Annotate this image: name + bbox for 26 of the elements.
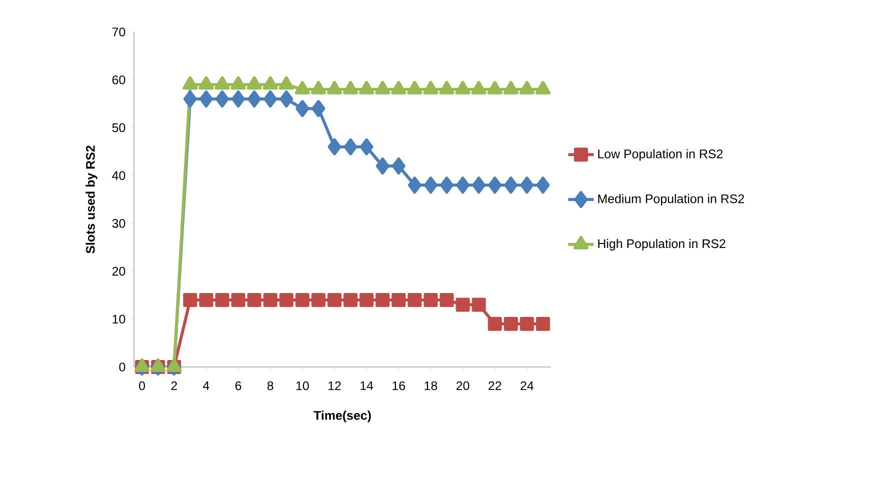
x-tick-label: 4 (202, 381, 210, 390)
y-tick-label: 10 (112, 314, 126, 324)
legend-label: Low Population in RS2 (598, 149, 723, 161)
y-tick-label: 60 (112, 75, 126, 84)
y-tick-label: 50 (112, 123, 126, 132)
x-tick-label: 14 (360, 381, 374, 390)
y-tick-label: 30 (112, 219, 126, 228)
x-tick-label: 0 (139, 381, 145, 390)
y-tick-label: 70 (112, 28, 126, 36)
x-axis-title: Time(sec) (314, 410, 371, 422)
x-tick-label: 20 (456, 381, 470, 390)
x-tick-label: 10 (296, 381, 309, 390)
x-tick-label: 24 (520, 381, 534, 390)
y-tick-label: 40 (112, 171, 126, 180)
y-axis-title: Slots used by RS2 (86, 146, 98, 254)
x-tick-label: 22 (488, 381, 502, 390)
x-tick-label: 8 (267, 381, 274, 390)
x-tick-label: 12 (328, 381, 341, 390)
y-tick-label: 20 (112, 266, 126, 276)
x-tick-label: 6 (235, 381, 242, 390)
legend-label: Medium Population in RS2 (598, 194, 744, 206)
y-tick-label: 0 (119, 362, 126, 372)
x-tick-label: 2 (171, 381, 177, 390)
x-tick-label: 18 (424, 381, 438, 390)
legend-label: High Population in RS2 (598, 238, 726, 251)
x-tick-label: 16 (392, 381, 406, 390)
